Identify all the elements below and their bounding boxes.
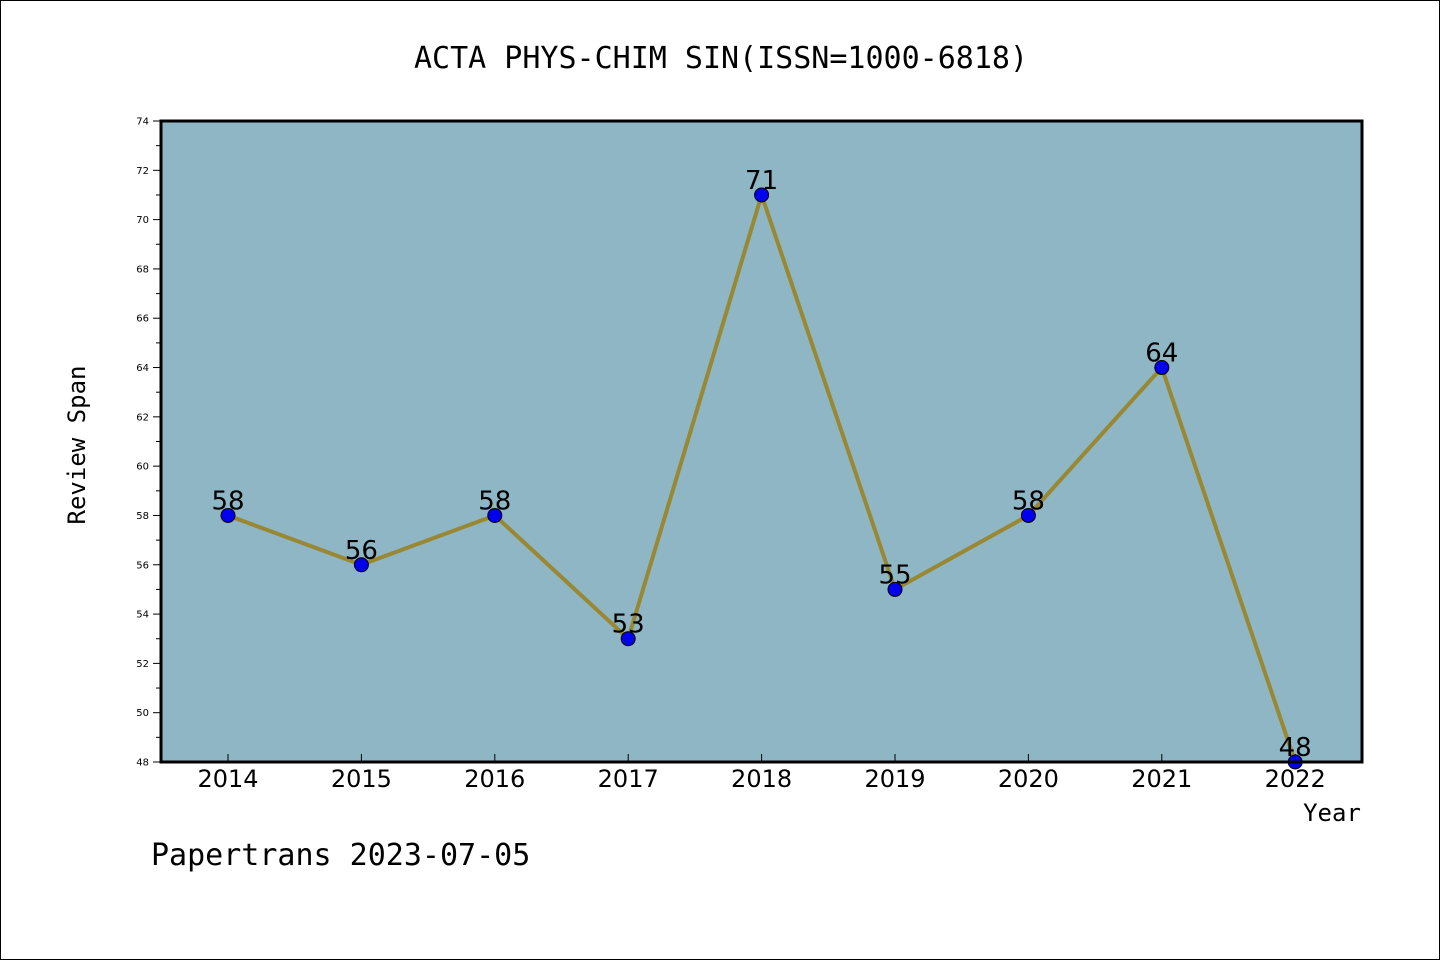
y-tick-label: 52 [136, 659, 149, 670]
y-axis-label: Review Span [63, 366, 91, 525]
x-tick-label: 2022 [1265, 765, 1326, 793]
y-tick-label: 62 [136, 412, 149, 423]
plot-area [161, 121, 1362, 762]
y-tick-label: 50 [136, 708, 149, 719]
plot-border [159, 119, 1364, 764]
y-tick-label: 54 [136, 610, 149, 621]
x-axis-ticks: 2014 2015 2016 2017 2018 2019 2020 2021 2022 [197, 754, 1326, 793]
data-point-marker [620, 631, 636, 647]
y-tick-label: 66 [136, 314, 149, 325]
data-label: 48 [1279, 733, 1312, 763]
data-point-marker [1154, 360, 1170, 376]
data-label: 53 [612, 610, 645, 640]
data-label: 58 [1012, 486, 1045, 516]
y-axis-ticks: 48 50 52 54 56 58 60 62 64 66 68 70 72 74 [136, 117, 161, 769]
y-tick-label: 70 [136, 215, 149, 226]
y-tick-label: 58 [136, 511, 149, 522]
y-tick-label: 56 [136, 560, 149, 571]
footer-caption: Papertrans 2023-07-05 [151, 838, 530, 873]
data-label: 64 [1145, 339, 1178, 369]
data-point-marker [487, 507, 503, 523]
x-tick-label: 2014 [197, 765, 258, 793]
data-label: 55 [878, 560, 911, 590]
chart-title: ACTA PHYS-CHIM SIN(ISSN=1000-6818) [414, 41, 1028, 76]
data-label: 58 [211, 486, 244, 516]
x-tick-label: 2017 [598, 765, 659, 793]
data-label: 56 [345, 536, 378, 566]
x-tick-label: 2018 [731, 765, 792, 793]
x-tick-label: 2020 [998, 765, 1059, 793]
data-label: 58 [478, 486, 511, 516]
x-tick-label: 2015 [331, 765, 392, 793]
y-tick-label: 64 [136, 363, 149, 374]
x-axis-label: Year [1303, 799, 1361, 827]
data-labels: 58 56 58 53 71 55 58 64 48 [211, 166, 1311, 763]
y-tick-label: 72 [136, 166, 149, 177]
y-tick-label: 74 [136, 117, 149, 128]
x-tick-label: 2016 [464, 765, 525, 793]
data-point-marker [353, 557, 369, 573]
data-point-marker [887, 581, 903, 597]
y-tick-label: 48 [136, 758, 149, 769]
data-label: 71 [745, 166, 778, 196]
data-point-marker [754, 187, 770, 203]
data-point-marker [220, 507, 236, 523]
data-point-marker [1020, 507, 1036, 523]
x-tick-label: 2021 [1131, 765, 1192, 793]
x-tick-label: 2019 [864, 765, 925, 793]
y-tick-label: 68 [136, 264, 149, 275]
y-tick-label: 60 [136, 462, 149, 473]
